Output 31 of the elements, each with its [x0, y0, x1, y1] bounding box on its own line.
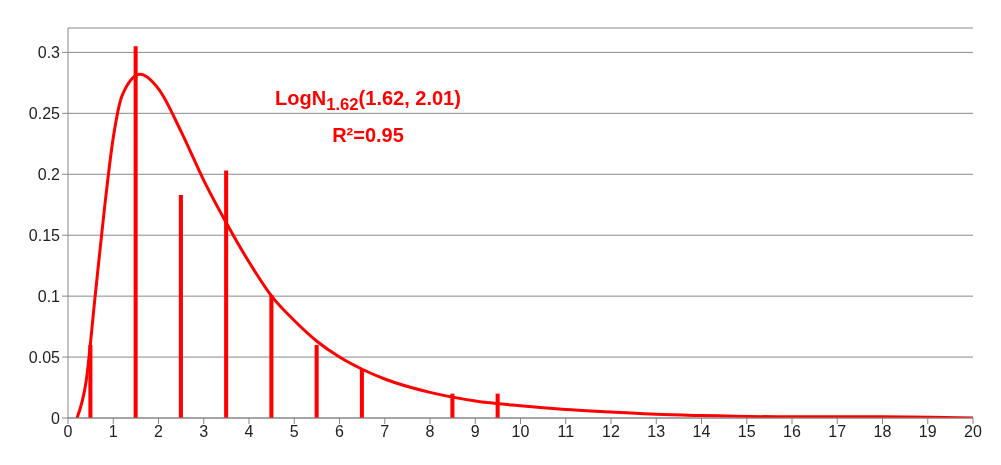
x-tick-label: 18	[873, 423, 892, 441]
y-tick-label: 0	[51, 409, 61, 427]
x-tick-label: 7	[380, 423, 390, 441]
x-tick-label: 15	[737, 423, 756, 441]
x-tick-label: 1	[108, 423, 118, 441]
y-tick-label: 0.15	[28, 226, 61, 244]
x-tick-label: 6	[335, 423, 345, 441]
x-tick-label: 11	[557, 423, 575, 441]
x-tick-label: 12	[602, 423, 620, 441]
x-tick-label: 13	[647, 423, 666, 441]
x-tick-label: 5	[289, 423, 299, 441]
y-tick-label: 0.1	[37, 287, 61, 305]
annotation: R²=0.95	[331, 123, 405, 148]
x-tick-label: 8	[425, 423, 435, 441]
x-tick-label: 10	[511, 423, 530, 441]
x-tick-label: 19	[918, 423, 937, 441]
bar	[178, 194, 183, 418]
y-tick-label: 0.2	[37, 165, 61, 183]
y-tick-label: 0.3	[37, 44, 61, 62]
x-tick-label: 16	[783, 423, 801, 441]
annotation: LogN$_{1.62}$(1.62, 2.01)	[274, 86, 462, 116]
y-tick-label: 0.25	[28, 104, 61, 122]
x-tick-label: 20	[964, 423, 982, 441]
x-tick-label: 14	[692, 423, 711, 441]
x-tick-label: 4	[244, 423, 254, 441]
x-tick-label: 17	[828, 423, 847, 441]
x-tick-label: 0	[63, 423, 73, 441]
y-tick-label: 0.05	[28, 348, 61, 366]
x-tick-label: 3	[199, 423, 209, 441]
x-tick-label: 2	[154, 423, 164, 441]
x-tick-label: 9	[470, 423, 480, 441]
